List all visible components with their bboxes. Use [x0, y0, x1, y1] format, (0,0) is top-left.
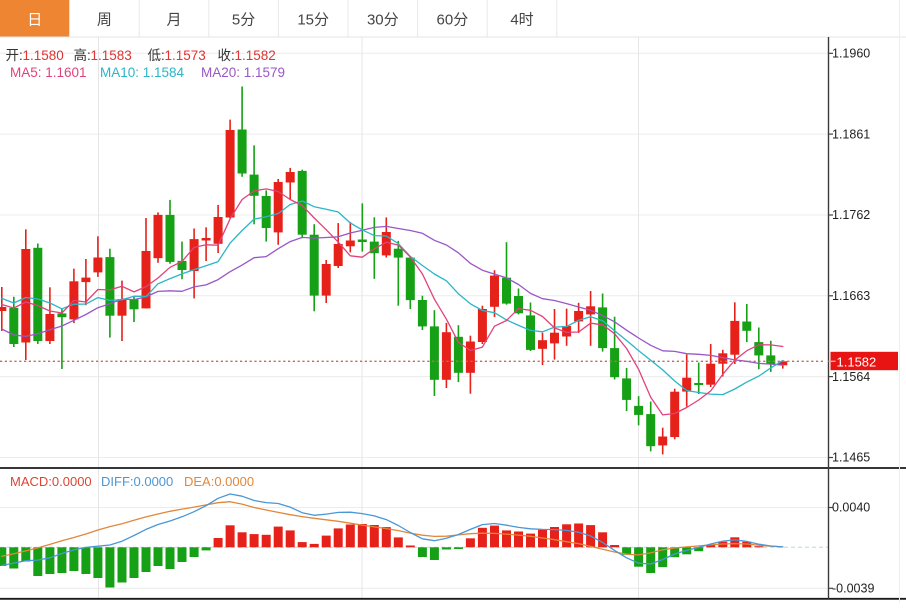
svg-text:MA5: 1.1601: MA5: 1.1601 [10, 65, 87, 80]
svg-text:MACD:0.0000: MACD:0.0000 [10, 474, 92, 489]
svg-text:1.1580: 1.1580 [23, 48, 64, 63]
svg-text:30分: 30分 [367, 12, 399, 29]
svg-text:1.1861: 1.1861 [832, 127, 870, 141]
svg-text:4时: 4时 [510, 12, 533, 29]
svg-text:DIFF:0.0000: DIFF:0.0000 [101, 474, 173, 489]
svg-text:1.1564: 1.1564 [832, 370, 870, 384]
svg-text:1.1762: 1.1762 [832, 208, 870, 222]
svg-text:收:: 收: [218, 48, 235, 63]
svg-text:月: 月 [166, 12, 181, 29]
svg-text:低:: 低: [148, 48, 165, 63]
svg-text:1.1582: 1.1582 [837, 354, 877, 369]
svg-text:1.1582: 1.1582 [235, 48, 276, 63]
svg-text:1.1663: 1.1663 [832, 289, 870, 303]
svg-text:5分: 5分 [232, 12, 255, 29]
svg-text:15分: 15分 [297, 12, 329, 29]
svg-text:周: 周 [97, 12, 112, 29]
svg-text:MA20: 1.1579: MA20: 1.1579 [201, 65, 285, 80]
svg-text:1.1465: 1.1465 [832, 451, 870, 465]
svg-text:MA10: 1.1584: MA10: 1.1584 [100, 65, 185, 80]
svg-text:高:: 高: [74, 47, 91, 63]
svg-text:日: 日 [27, 12, 42, 29]
svg-text:1.1960: 1.1960 [832, 47, 870, 61]
svg-text:1.1573: 1.1573 [165, 48, 206, 63]
svg-text:60分: 60分 [437, 12, 469, 29]
svg-text:0.0040: 0.0040 [832, 501, 870, 515]
svg-text:DEA:0.0000: DEA:0.0000 [184, 474, 254, 489]
svg-text:1.1583: 1.1583 [91, 48, 132, 63]
svg-text:-0.0039: -0.0039 [832, 582, 874, 596]
svg-text:开:: 开: [6, 48, 23, 63]
